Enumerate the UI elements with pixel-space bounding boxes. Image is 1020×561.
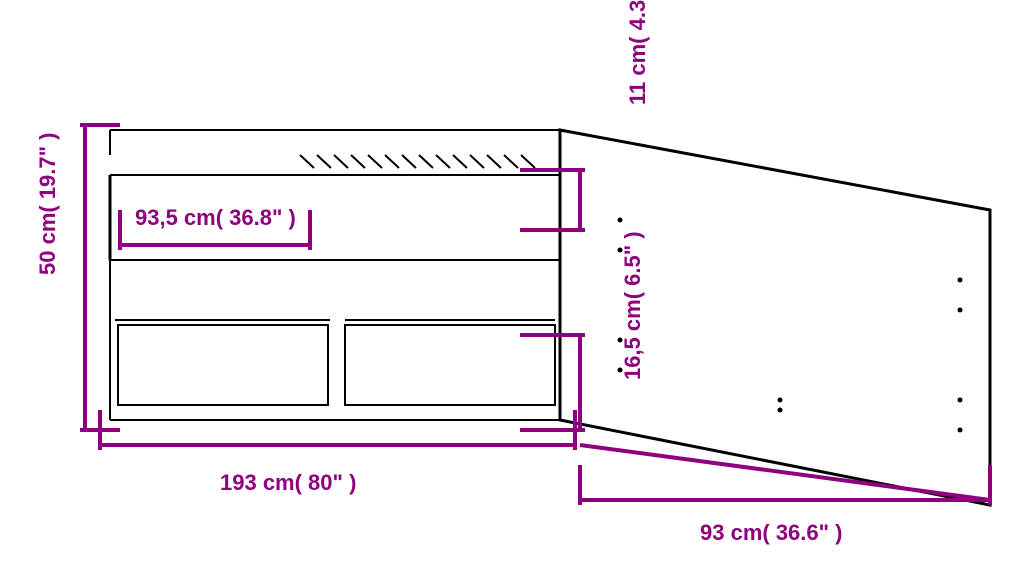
svg-text:93,5 cm( 36.8" ): 93,5 cm( 36.8" ): [135, 205, 296, 230]
svg-text:93 cm( 36.6" ): 93 cm( 36.6" ): [700, 520, 843, 545]
dimension-diagram: 50 cm( 19.7" ) 93,5 cm( 36.8" ) 193 cm( 80…: [0, 0, 1020, 561]
bed-frame-drawing: [118, 218, 963, 433]
svg-text:16,5 cm( 6.5" ): 16,5 cm( 6.5" ): [620, 231, 645, 380]
svg-text:193 cm( 80" ): 193 cm( 80" ): [220, 470, 356, 495]
svg-text:11 cm( 4.3" ): 11 cm( 4.3" ): [625, 0, 650, 105]
svg-text:50 cm( 19.7" ): 50 cm( 19.7" ): [35, 132, 60, 275]
